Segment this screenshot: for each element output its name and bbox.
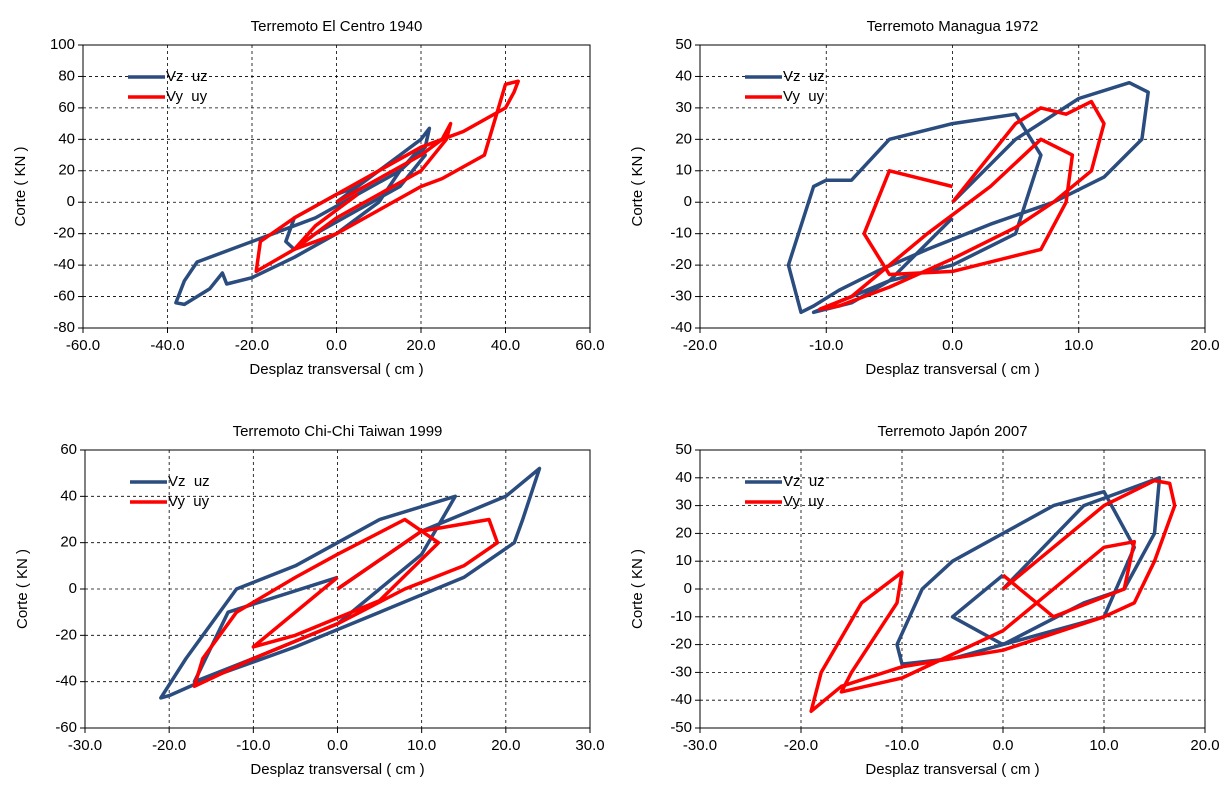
x-tick-label: -20.0 <box>152 737 186 754</box>
x-tick-label: 0.0 <box>993 737 1014 754</box>
chart-title: Terremoto Chi-Chi Taiwan 1999 <box>233 423 443 440</box>
y-tick-label: 50 <box>675 36 692 53</box>
legend-label: Vz uz <box>168 473 210 490</box>
x-tick-label: 10.0 <box>407 737 436 754</box>
y-tick-label: -40 <box>670 691 692 708</box>
x-tick-label: 20.0 <box>491 737 520 754</box>
plot-frame <box>84 449 591 729</box>
y-tick-label: -40 <box>55 673 77 690</box>
series-line <box>818 99 1106 311</box>
y-tick-label: 10 <box>675 552 692 569</box>
x-tick-label: 0.0 <box>327 737 348 754</box>
y-tick-label: 30 <box>675 99 692 116</box>
plot-frame <box>82 44 591 329</box>
plot-frame <box>699 44 1206 329</box>
y-tick-label: 0 <box>67 193 75 210</box>
y-tick-label: 20 <box>58 162 75 179</box>
y-tick-label: -40 <box>670 319 692 336</box>
series-line <box>254 79 520 274</box>
y-tick-label: -60 <box>55 719 77 736</box>
y-tick-label: 0 <box>684 580 692 597</box>
x-tick-label: -30.0 <box>68 737 102 754</box>
x-tick-label: -20.0 <box>784 737 818 754</box>
y-tick-label: 0 <box>69 580 77 597</box>
x-tick-label: 0.0 <box>942 337 963 354</box>
y-axis-title: Corte ( KN ) <box>12 146 29 226</box>
y-tick-label: -80 <box>53 319 75 336</box>
y-tick-label: 20 <box>60 534 77 551</box>
y-tick-label: 10 <box>675 162 692 179</box>
y-tick-label: -10 <box>670 225 692 242</box>
y-tick-label: 40 <box>675 67 692 84</box>
y-tick-label: 20 <box>675 130 692 147</box>
y-tick-label: 80 <box>58 67 75 84</box>
y-axis-title: Corte ( KN ) <box>14 549 31 629</box>
y-tick-label: 50 <box>675 441 692 458</box>
y-axis-title: Corte ( KN ) <box>629 146 646 226</box>
x-tick-label: 40.0 <box>491 337 520 354</box>
legend-label: Vy uy <box>783 493 825 510</box>
y-tick-label: 60 <box>58 99 75 116</box>
y-tick-label: -60 <box>53 288 75 305</box>
y-axis-title: Corte ( KN ) <box>629 549 646 629</box>
y-tick-label: -40 <box>53 256 75 273</box>
x-tick-label: -10.0 <box>885 737 919 754</box>
x-tick-label: -20.0 <box>235 337 269 354</box>
y-tick-label: 20 <box>675 524 692 541</box>
y-tick-label: 40 <box>58 130 75 147</box>
legend-label: Vz uz <box>783 473 825 490</box>
series-line <box>174 126 432 307</box>
x-tick-label: 10.0 <box>1064 337 1093 354</box>
x-tick-label: 10.0 <box>1089 737 1118 754</box>
x-tick-label: 60.0 <box>575 337 604 354</box>
legend-label: Vz uz <box>783 68 825 85</box>
y-tick-label: -20 <box>670 636 692 653</box>
y-tick-label: 0 <box>684 193 692 210</box>
x-tick-label: -30.0 <box>683 737 717 754</box>
y-tick-label: 100 <box>50 36 75 53</box>
x-tick-label: 20.0 <box>1190 737 1219 754</box>
legend-label: Vz uz <box>166 68 208 85</box>
y-tick-label: 40 <box>675 469 692 486</box>
y-tick-label: 30 <box>675 497 692 514</box>
plot-frame <box>699 449 1206 729</box>
chart-title: Terremoto El Centro 1940 <box>251 18 423 35</box>
chart-title: Terremoto Managua 1972 <box>867 18 1039 35</box>
x-axis-title: Desplaz transversal ( cm ) <box>865 361 1039 378</box>
x-tick-label: 20.0 <box>1190 337 1219 354</box>
x-axis-title: Desplaz transversal ( cm ) <box>250 761 424 778</box>
y-tick-label: 40 <box>60 487 77 504</box>
y-tick-label: -20 <box>55 626 77 643</box>
x-tick-label: 20.0 <box>406 337 435 354</box>
x-axis-title: Desplaz transversal ( cm ) <box>865 761 1039 778</box>
chart-title: Terremoto Japón 2007 <box>877 423 1027 440</box>
legend-label: Vy uy <box>783 88 825 105</box>
x-tick-label: -40.0 <box>150 337 184 354</box>
y-tick-label: -20 <box>670 256 692 273</box>
x-axis-title: Desplaz transversal ( cm ) <box>249 361 423 378</box>
x-tick-label: -10.0 <box>236 737 270 754</box>
series-line <box>786 80 1150 315</box>
x-tick-label: -20.0 <box>683 337 717 354</box>
y-tick-label: 60 <box>60 441 77 458</box>
legend-label: Vy uy <box>168 493 210 510</box>
y-tick-label: -30 <box>670 663 692 680</box>
x-tick-label: 0.0 <box>326 337 347 354</box>
series-line <box>809 478 1177 714</box>
x-tick-label: -60.0 <box>66 337 100 354</box>
y-tick-label: -30 <box>670 288 692 305</box>
x-tick-label: -10.0 <box>809 337 843 354</box>
x-tick-label: 30.0 <box>575 737 604 754</box>
legend-label: Vy uy <box>166 88 208 105</box>
series-line <box>192 517 500 689</box>
y-tick-label: -20 <box>53 225 75 242</box>
y-tick-label: -50 <box>670 719 692 736</box>
series-line <box>159 466 542 700</box>
y-tick-label: -10 <box>670 608 692 625</box>
